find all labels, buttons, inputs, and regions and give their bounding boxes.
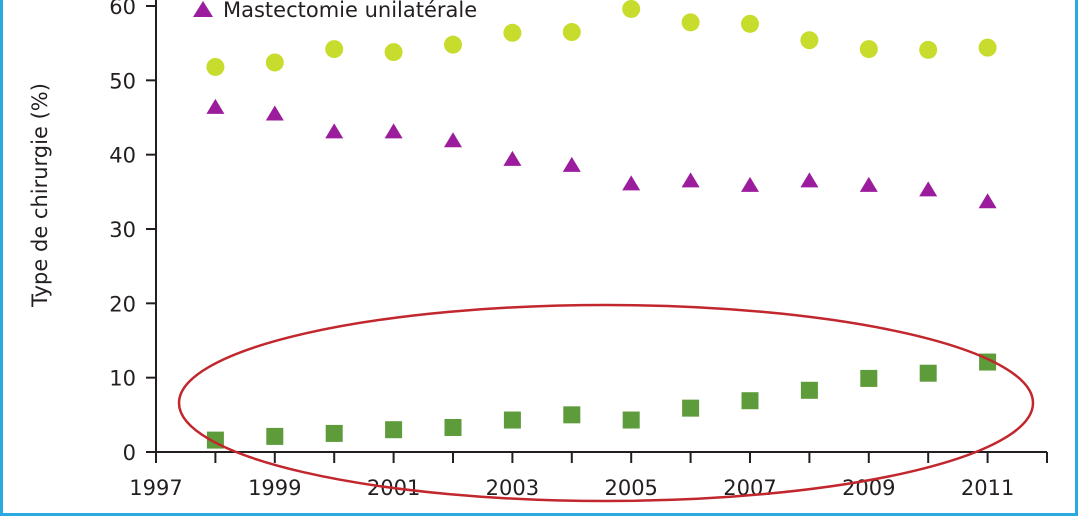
square-point: [444, 418, 462, 436]
triangle-point: [265, 105, 284, 121]
data-points: [206, 0, 997, 449]
triangle-point: [562, 156, 581, 172]
square-point: [385, 421, 403, 439]
triangle-point: [978, 193, 997, 209]
circle-point: [978, 38, 997, 57]
circle-point: [622, 0, 641, 18]
circle-point: [919, 40, 938, 59]
square-point: [860, 369, 878, 387]
triangle-point: [800, 172, 819, 188]
circle-point: [859, 40, 878, 59]
triangle-point: [444, 132, 462, 148]
triangle-point: [741, 176, 759, 192]
y-axis-title: Type de chirurgie (%): [28, 83, 52, 308]
axes: [146, 0, 1048, 463]
triangle-point: [681, 172, 700, 188]
square-point: [919, 364, 937, 382]
y-tick-label: 30: [109, 218, 136, 242]
square-point: [682, 399, 700, 417]
y-tick-label: 60: [109, 0, 136, 19]
x-tick-label: 1997: [129, 476, 182, 500]
triangle-point: [859, 176, 878, 192]
circle-point: [741, 14, 759, 33]
square-point: [325, 424, 343, 442]
x-tick-label: 2005: [604, 476, 657, 500]
x-tick-label: 2003: [486, 476, 539, 500]
y-tick-label: 10: [109, 367, 136, 391]
square-point: [503, 411, 521, 429]
legend: Mastectomie unilatérale: [193, 0, 477, 22]
circle-point: [444, 35, 462, 54]
y-tick-label: 0: [123, 441, 136, 465]
circle-point: [384, 43, 403, 62]
highlight-ellipse: [177, 303, 1035, 503]
square-point: [741, 392, 759, 410]
circle-point: [325, 40, 344, 59]
y-tick-label: 50: [109, 69, 136, 93]
circle-point: [265, 53, 284, 72]
square-point: [800, 381, 818, 399]
circle-point: [503, 23, 522, 42]
triangle-point: [622, 175, 641, 191]
triangle-point: [384, 123, 403, 139]
triangle-point: [503, 150, 522, 166]
square-point: [622, 411, 640, 429]
circle-point: [681, 13, 700, 32]
circle-point: [206, 57, 225, 76]
legend-triangle-marker: [193, 1, 213, 17]
y-tick-label: 40: [109, 144, 136, 168]
circle-point: [800, 31, 819, 50]
x-tick-label: 2011: [961, 476, 1014, 500]
square-point: [563, 406, 581, 424]
y-tick-label: 20: [109, 292, 136, 316]
x-tick-label: 1999: [248, 476, 301, 500]
legend-label: Mastectomie unilatérale: [223, 0, 477, 22]
circle-point: [562, 23, 581, 42]
triangle-point: [206, 98, 225, 114]
square-point: [266, 427, 284, 445]
triangle-point: [919, 181, 938, 197]
triangle-point: [325, 123, 344, 139]
